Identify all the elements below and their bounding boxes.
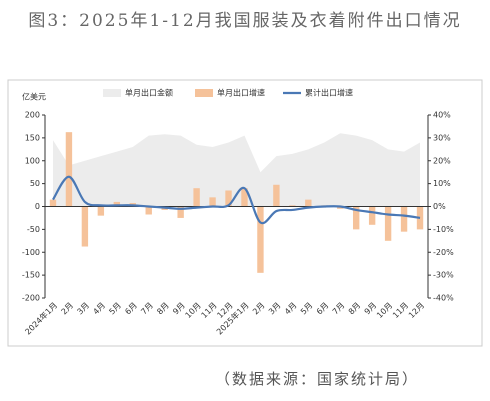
line <box>52 175 421 225</box>
y2-tick-label: -20% <box>433 248 454 257</box>
bar <box>289 205 296 207</box>
x-tick-label: 12月 <box>407 301 426 320</box>
bar <box>145 206 152 215</box>
x-tick-label: 8月 <box>347 301 363 317</box>
y-tick-label: 0 <box>35 202 40 211</box>
bar <box>225 190 232 207</box>
x-tick-label: 10月 <box>184 301 203 320</box>
x-tick-label: 7月 <box>139 301 155 317</box>
bar <box>384 206 392 241</box>
source: （数据来源：国家统计局） <box>215 370 420 388</box>
x-tick-label: 2月 <box>251 301 267 317</box>
y2-tick-label: 0% <box>433 202 446 211</box>
x-tick-label: 6月 <box>123 301 139 317</box>
bar <box>97 206 105 216</box>
y2-tick-label: 10% <box>433 179 451 188</box>
legend-swatch <box>103 89 121 97</box>
x-tick-label: 4月 <box>91 301 107 317</box>
y2-tick-label: 40% <box>433 111 451 120</box>
chart-frame <box>7 79 483 347</box>
y-tick-label: -50 <box>27 225 40 234</box>
legend-swatch <box>195 89 213 97</box>
x-tick-label: 6月 <box>315 301 331 317</box>
x-tick-label: 11月 <box>200 301 219 320</box>
y2-tick-label: 20% <box>433 156 451 165</box>
y-tick-label: 200 <box>25 111 40 120</box>
legend-label: 单月出口增速 <box>217 88 265 98</box>
y-tick-label: -100 <box>22 248 40 257</box>
x-tick-label: 2月 <box>59 301 75 317</box>
y-tick-label: -150 <box>22 271 40 280</box>
bar <box>193 188 200 207</box>
bar <box>241 188 248 207</box>
y-tick-label: -200 <box>22 294 40 303</box>
bar <box>209 197 216 207</box>
bar <box>273 184 280 207</box>
bar <box>352 206 360 230</box>
y-tick-label: 150 <box>25 133 40 142</box>
y2-tick-label: -40% <box>433 294 454 303</box>
bar <box>113 201 121 207</box>
bar <box>177 206 184 218</box>
bar <box>65 132 73 207</box>
bar <box>81 206 89 247</box>
y-tick-label: 50 <box>30 179 40 188</box>
legend-label: 累计出口增速 <box>305 88 353 98</box>
x-tick-label: 11月 <box>391 301 410 320</box>
bar <box>49 199 57 207</box>
y2-tick-label: -10% <box>433 225 454 234</box>
y2-tick-label: -30% <box>433 271 454 280</box>
x-tick-label: 3月 <box>75 301 91 317</box>
area <box>52 133 421 207</box>
x-tick-label: 5月 <box>107 301 123 317</box>
y-tick-label: 100 <box>25 156 40 165</box>
bar <box>305 199 312 207</box>
x-tick-label: 7月 <box>331 301 347 317</box>
bar <box>400 206 408 232</box>
x-tick-label: 8月 <box>155 301 171 317</box>
x-tick-label: 4月 <box>283 301 299 317</box>
x-tick-label: 2024年1月 <box>23 300 59 336</box>
x-tick-label: 3月 <box>267 301 283 317</box>
chart: 亿美元 -200 -150 -100 -50 0 50 100 150 200 -40% -30% -… <box>7 79 483 347</box>
x-tick-label: 5月 <box>299 301 315 317</box>
x-tick-label: 10月 <box>375 301 394 320</box>
chart-title: 图3：2025年1-12月我国服装及衣着附件出口情况 <box>28 11 462 31</box>
legend-label: 单月出口金额 <box>125 88 173 98</box>
bar <box>337 206 344 209</box>
y2-tick-label: 30% <box>433 133 451 142</box>
bar <box>257 206 264 273</box>
bar <box>368 206 376 225</box>
y-axis-label: 亿美元 <box>22 92 46 102</box>
